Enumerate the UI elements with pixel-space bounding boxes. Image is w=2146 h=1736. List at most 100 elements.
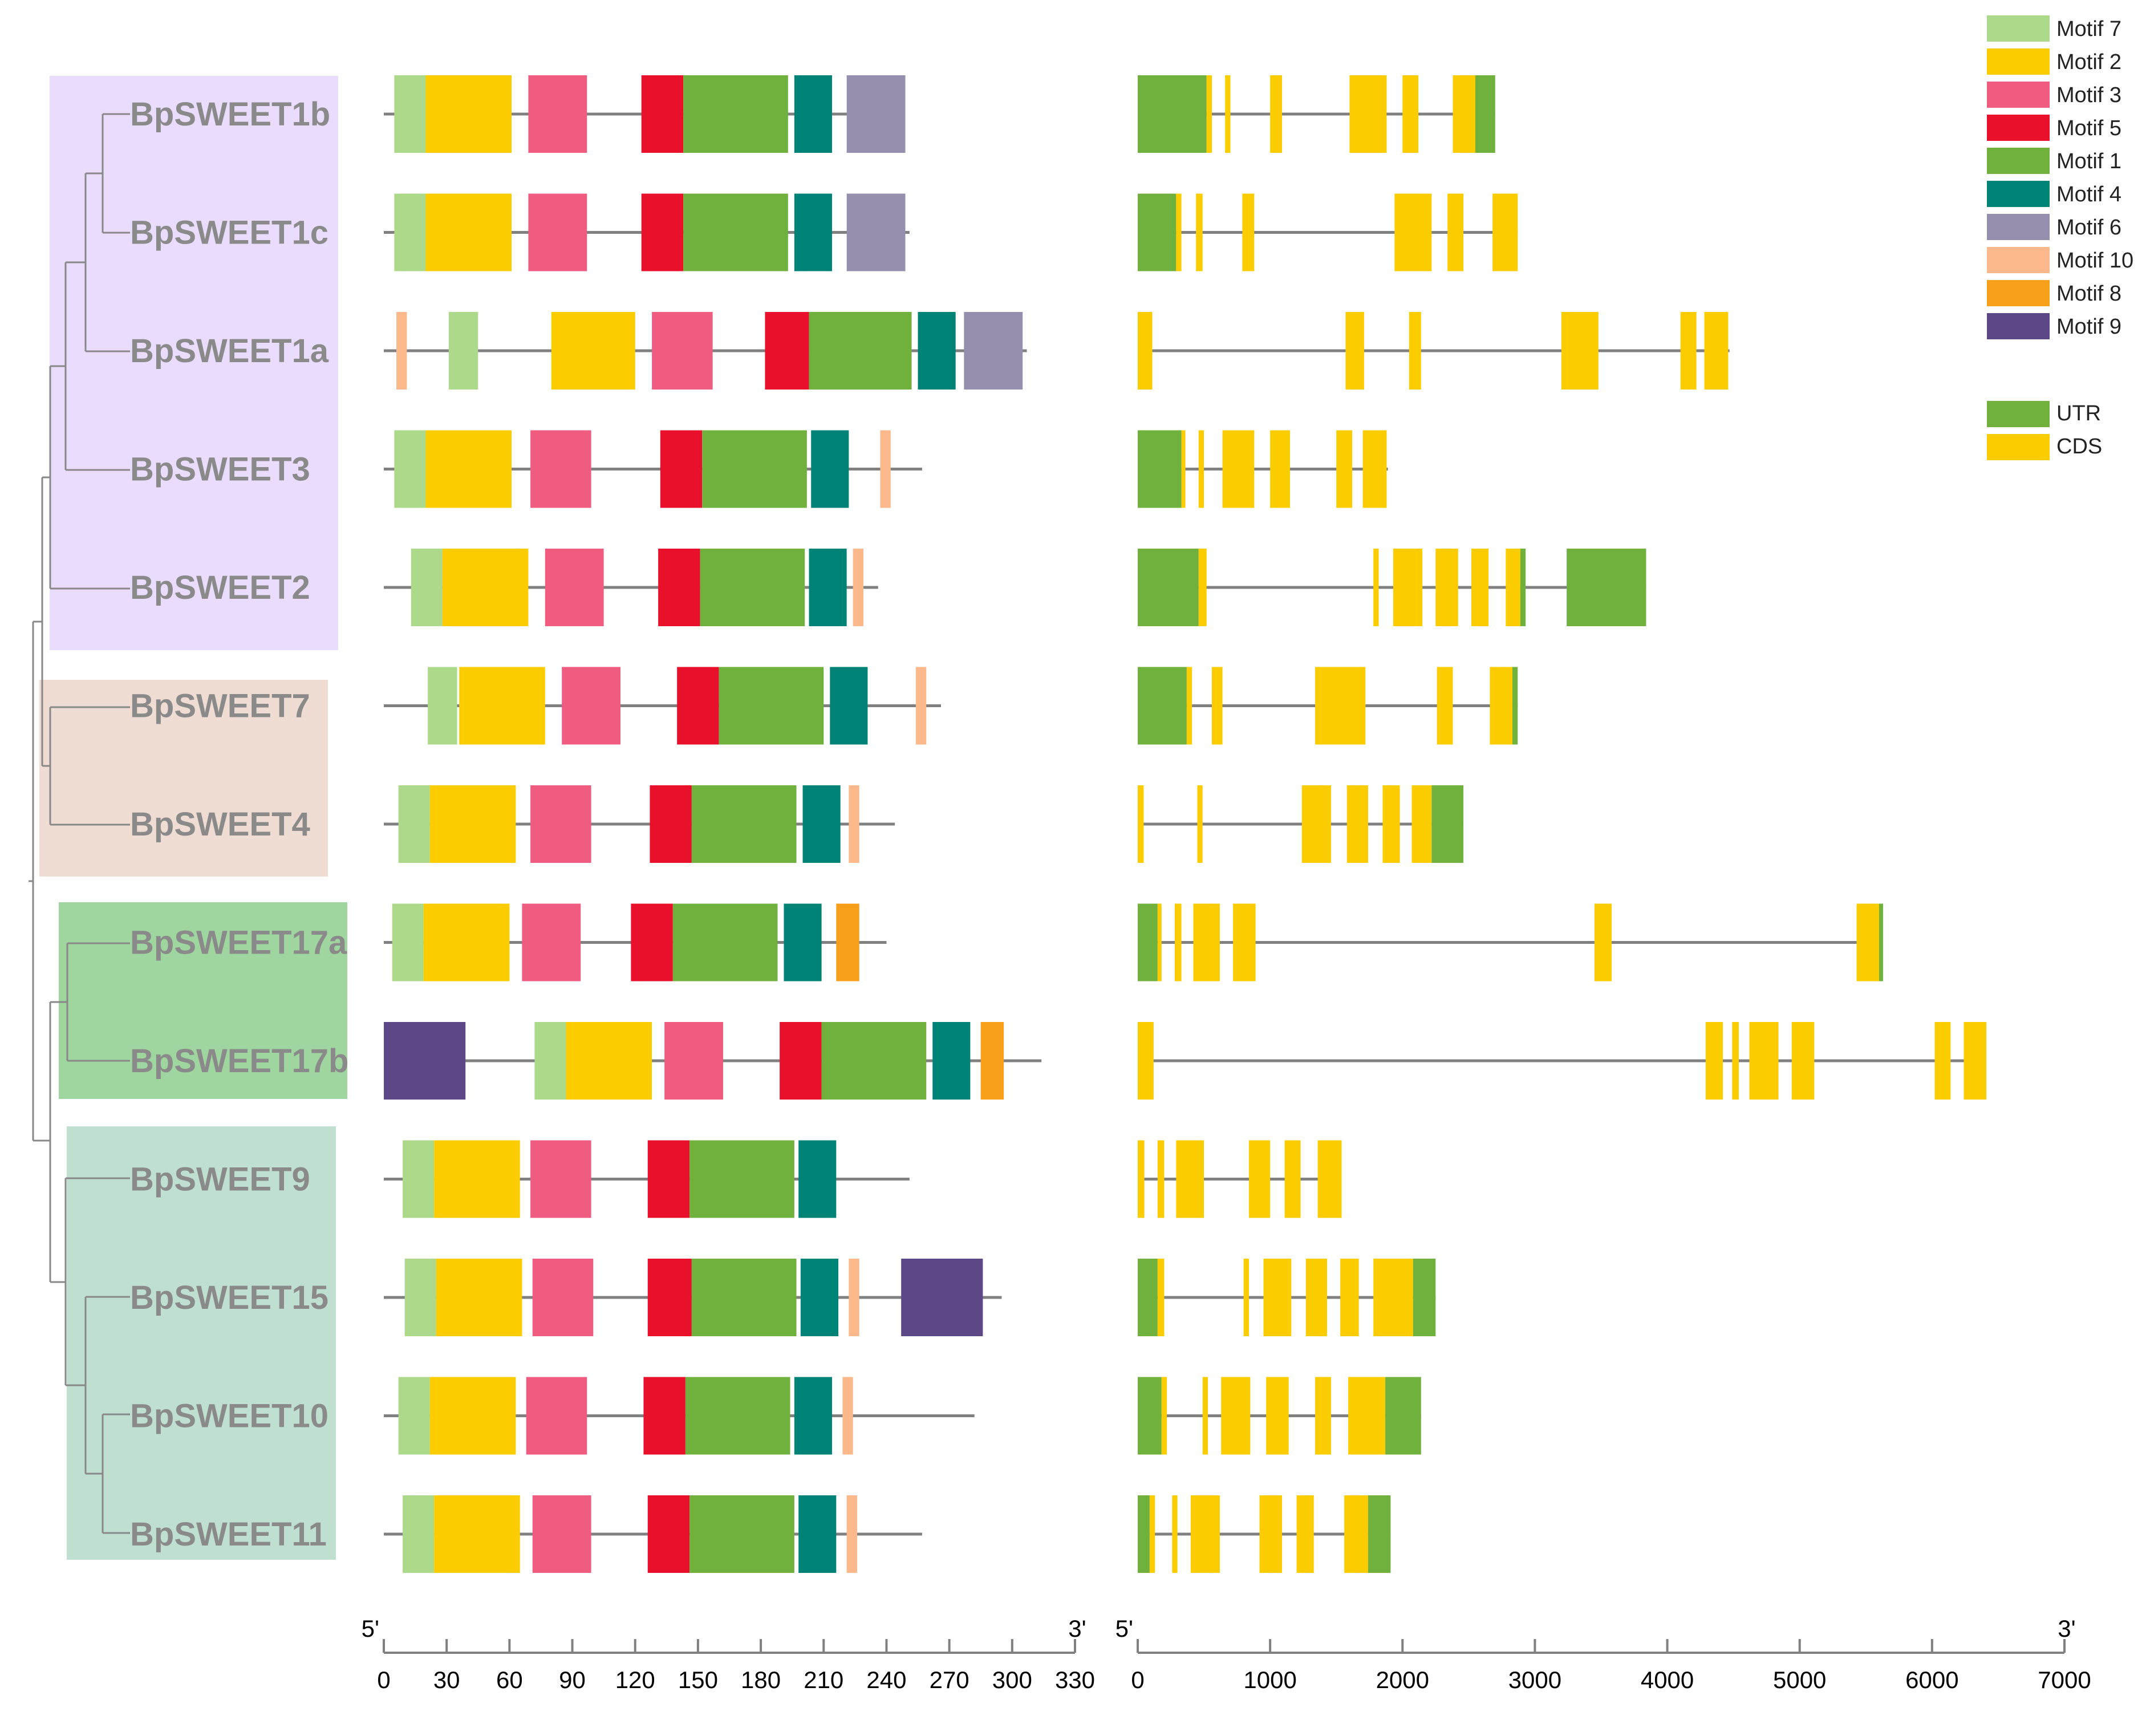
motif-3-bpsweet11 bbox=[532, 1495, 591, 1573]
cds-block-bpsweet9-1 bbox=[1157, 1140, 1165, 1218]
motif-4-bpsweet15 bbox=[800, 1259, 838, 1336]
cds-block-bpsweet17b-5 bbox=[1934, 1022, 1951, 1100]
cds-block-bpsweet1b-4 bbox=[1349, 75, 1387, 153]
motif-4-bpsweet17a bbox=[784, 903, 822, 981]
cds-block-bpsweet2-3 bbox=[1393, 549, 1423, 626]
utr-block-bpsweet2-8 bbox=[1567, 549, 1646, 626]
motif-2-bpsweet17a bbox=[423, 903, 510, 981]
cds-block-bpsweet4-4 bbox=[1382, 785, 1400, 863]
cds-block-bpsweet10-4 bbox=[1266, 1377, 1289, 1455]
motif-1-bpsweet1c bbox=[683, 193, 788, 271]
motif-4-bpsweet7 bbox=[830, 667, 868, 745]
cds-block-bpsweet1c-5 bbox=[1447, 193, 1464, 271]
utr-block-bpsweet10-0 bbox=[1138, 1377, 1162, 1455]
utr-block-bpsweet2-0 bbox=[1138, 549, 1199, 626]
clade-box-g3 bbox=[59, 902, 347, 1099]
motif-6-bpsweet1c bbox=[846, 193, 906, 271]
cds-block-bpsweet2-1 bbox=[1198, 549, 1207, 626]
motif-8-bpsweet17b bbox=[980, 1022, 1004, 1100]
gene-structure-panel bbox=[1138, 75, 1987, 1573]
cds-block-bpsweet15-3 bbox=[1263, 1259, 1292, 1336]
cds-block-bpsweet3-1 bbox=[1181, 430, 1186, 508]
motif-tick-label-210: 210 bbox=[804, 1666, 843, 1693]
legend-label-motif-2: Motif 2 bbox=[2056, 50, 2121, 74]
cds-block-bpsweet9-5 bbox=[1317, 1140, 1342, 1218]
cds-block-bpsweet17b-3 bbox=[1749, 1022, 1779, 1100]
cds-block-bpsweet11-2 bbox=[1172, 1495, 1178, 1573]
legend-swatch-motif-7 bbox=[1987, 15, 2050, 42]
motif-3-bpsweet7 bbox=[562, 667, 621, 745]
motif-1-bpsweet3 bbox=[702, 430, 807, 508]
motif-7-bpsweet1b bbox=[394, 75, 426, 153]
cds-block-bpsweet17a-4 bbox=[1233, 903, 1256, 981]
cds-block-bpsweet2-6 bbox=[1506, 549, 1520, 626]
motif-tick-label-0: 0 bbox=[377, 1666, 390, 1693]
gene-axis-start-label: 5' bbox=[1115, 1615, 1133, 1642]
motif-tick-label-150: 150 bbox=[678, 1666, 718, 1693]
cds-block-bpsweet1a-4 bbox=[1680, 312, 1697, 390]
cds-block-bpsweet2-2 bbox=[1373, 549, 1379, 626]
cds-block-bpsweet15-2 bbox=[1243, 1259, 1249, 1336]
utr-block-bpsweet15-7 bbox=[1413, 1259, 1436, 1336]
clade-box-g1 bbox=[50, 76, 338, 650]
legend-swatch-motif-6 bbox=[1987, 214, 2050, 240]
gene-names: BpSWEET1b BpSWEET1c BpSWEET1a BpSWEET3 BpSWE… bbox=[130, 96, 349, 1553]
gene-label-bpsweet17b: BpSWEET17b bbox=[130, 1043, 349, 1080]
cds-block-bpsweet1a-1 bbox=[1345, 312, 1364, 390]
motif-1-bpsweet15 bbox=[691, 1259, 797, 1336]
motif-5-bpsweet11 bbox=[647, 1495, 690, 1573]
utr-block-bpsweet11-7 bbox=[1368, 1495, 1391, 1573]
motif-7-bpsweet10 bbox=[398, 1377, 430, 1455]
legend-label-motif-6: Motif 6 bbox=[2056, 216, 2121, 240]
motif-7-bpsweet7 bbox=[428, 667, 457, 745]
motif-2-bpsweet17b bbox=[566, 1022, 652, 1100]
gene-label-bpsweet4: BpSWEET4 bbox=[130, 806, 310, 843]
motif-5-bpsweet3 bbox=[660, 430, 703, 508]
motif-7-bpsweet17b bbox=[534, 1022, 566, 1100]
cds-block-bpsweet1b-5 bbox=[1402, 75, 1419, 153]
utr-block-bpsweet1b-7 bbox=[1475, 75, 1495, 153]
gene-tick-label-5000: 5000 bbox=[1773, 1666, 1826, 1693]
motif-5-bpsweet17b bbox=[780, 1022, 822, 1100]
motif-2-bpsweet2 bbox=[442, 549, 529, 626]
gene-label-bpsweet7: BpSWEET7 bbox=[130, 688, 310, 725]
legend-swatch-motif-3 bbox=[1987, 82, 2050, 108]
motif-4-bpsweet3 bbox=[811, 430, 849, 508]
clade-box-g4 bbox=[67, 1126, 336, 1560]
motif-8-bpsweet17a bbox=[836, 903, 859, 981]
motif-1-bpsweet10 bbox=[685, 1377, 790, 1455]
gene-label-bpsweet15: BpSWEET15 bbox=[130, 1279, 328, 1316]
motif-2-bpsweet1b bbox=[425, 75, 512, 153]
motif-4-bpsweet1c bbox=[794, 193, 832, 271]
motif-2-bpsweet15 bbox=[436, 1259, 522, 1336]
cds-block-bpsweet1a-0 bbox=[1138, 312, 1153, 390]
motif-3-bpsweet2 bbox=[545, 549, 604, 626]
cds-block-bpsweet1a-5 bbox=[1704, 312, 1729, 390]
motif-7-bpsweet1c bbox=[394, 193, 426, 271]
cds-block-bpsweet1c-4 bbox=[1394, 193, 1432, 271]
motif-7-bpsweet4 bbox=[398, 785, 430, 863]
motif-4-bpsweet1b bbox=[794, 75, 832, 153]
motif-10-bpsweet7 bbox=[915, 667, 927, 745]
motif-7-bpsweet11 bbox=[403, 1495, 435, 1573]
motif-tick-label-120: 120 bbox=[615, 1666, 655, 1693]
legend-swatch-utr bbox=[1987, 401, 2050, 427]
motif-tick-label-180: 180 bbox=[741, 1666, 781, 1693]
cds-block-bpsweet9-4 bbox=[1284, 1140, 1301, 1218]
motif-3-bpsweet15 bbox=[532, 1259, 594, 1336]
gene-tick-label-1000: 1000 bbox=[1243, 1666, 1296, 1693]
legend-label-motif-1: Motif 1 bbox=[2056, 149, 2121, 173]
motif-3-bpsweet17a bbox=[522, 903, 581, 981]
cds-block-bpsweet1c-1 bbox=[1176, 193, 1182, 271]
legend-label-cds: CDS bbox=[2056, 435, 2102, 459]
motif-10-bpsweet15 bbox=[849, 1259, 859, 1336]
cds-block-bpsweet4-0 bbox=[1138, 785, 1144, 863]
cds-block-bpsweet7-1 bbox=[1186, 667, 1192, 745]
motif-1-bpsweet17b bbox=[821, 1022, 927, 1100]
utr-block-bpsweet7-0 bbox=[1138, 667, 1187, 745]
cds-block-bpsweet17b-4 bbox=[1791, 1022, 1815, 1100]
motif-2-bpsweet10 bbox=[429, 1377, 516, 1455]
cds-block-bpsweet1c-6 bbox=[1492, 193, 1518, 271]
cds-block-bpsweet2-5 bbox=[1471, 549, 1489, 626]
motif-axis-start-label: 5' bbox=[362, 1615, 379, 1642]
